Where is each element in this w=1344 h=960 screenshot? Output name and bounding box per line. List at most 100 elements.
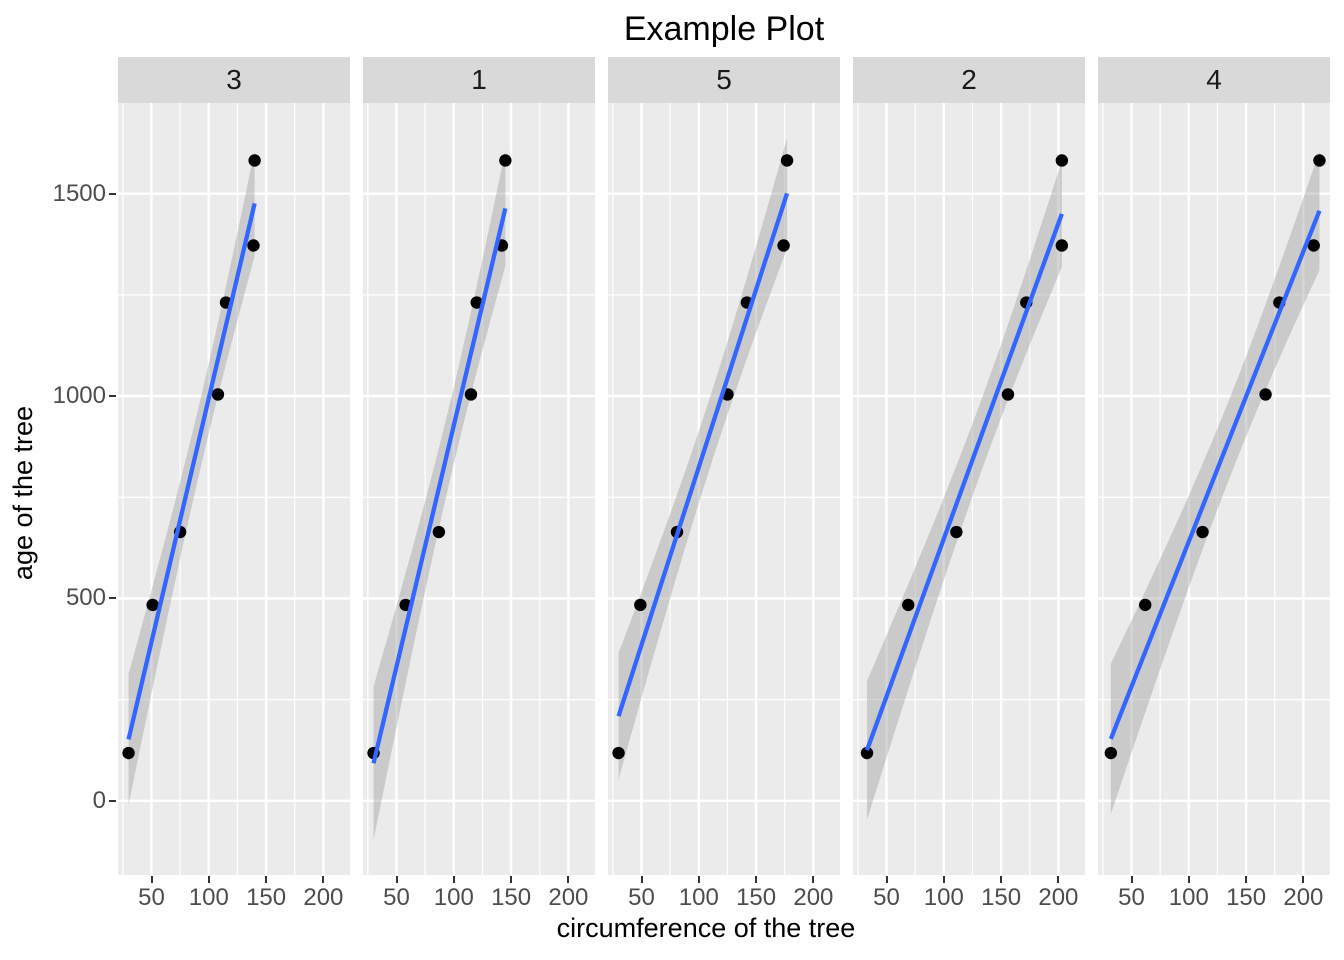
x-tick-label: 150 [736, 884, 777, 911]
data-point [1139, 598, 1152, 612]
facet-panel-5 [608, 103, 840, 875]
panel-background [1098, 103, 1330, 875]
x-axis-tick [812, 876, 815, 883]
x-axis-tick [1000, 876, 1003, 883]
data-point [464, 388, 478, 401]
x-tick-label: 200 [548, 884, 589, 911]
x-axis-tick [942, 876, 945, 883]
facet-panel-4 [1098, 103, 1330, 875]
data-point [634, 598, 647, 612]
data-point [902, 598, 915, 612]
data-point [499, 154, 512, 167]
data-point [1313, 154, 1326, 167]
x-axis-tick [640, 876, 643, 883]
data-point [612, 746, 625, 760]
x-tick-label: 150 [246, 884, 287, 911]
data-point [248, 154, 261, 167]
x-tick-label: 200 [793, 884, 834, 911]
x-tick-label: 200 [1283, 884, 1324, 911]
regression-line [616, 192, 790, 717]
y-tick-label: 0 [92, 786, 106, 814]
y-axis-title: age of the tree [8, 405, 38, 581]
data-point [1259, 388, 1272, 401]
panel-background [118, 103, 350, 875]
panel-background [363, 103, 595, 875]
x-tick-label: 100 [188, 884, 229, 911]
x-axis-tick [1187, 876, 1190, 883]
data-point [1001, 388, 1015, 401]
facet-panel-3 [118, 103, 350, 875]
x-axis-tick [697, 876, 700, 883]
x-axis-tick [1302, 876, 1305, 883]
confidence-ribbon [373, 150, 506, 840]
data-point [1055, 239, 1069, 252]
facet-strip-4: 4 [1098, 57, 1330, 103]
x-axis-tick [755, 876, 758, 883]
regression-line [126, 202, 257, 740]
facet-panel-2 [853, 103, 1085, 875]
panel-background [608, 103, 840, 875]
facet-strip-1: 1 [363, 57, 595, 103]
data-point [780, 154, 794, 167]
facet-strip-2: 2 [853, 57, 1085, 103]
data-point [1055, 154, 1069, 167]
y-axis-tick [109, 597, 116, 600]
x-tick-label: 200 [1038, 884, 1079, 911]
x-tick-label: 100 [923, 884, 964, 911]
x-axis-tick [1130, 876, 1133, 883]
regression-line [864, 213, 1064, 752]
facet-strip-5: 5 [608, 57, 840, 103]
data-point [122, 746, 135, 760]
x-axis-tick [510, 876, 513, 883]
y-tick-label: 1500 [52, 179, 106, 207]
regression-line [1108, 209, 1322, 740]
y-tick-label: 1000 [52, 382, 106, 409]
x-tick-label: 200 [303, 884, 344, 911]
facet-strip-3: 3 [118, 57, 350, 103]
x-tick-label: 100 [433, 884, 474, 911]
data-point [860, 746, 874, 760]
data-point [211, 388, 225, 401]
x-axis-tick [885, 876, 888, 883]
data-point [432, 525, 446, 539]
x-tick-label: 50 [628, 884, 655, 911]
x-tick-label: 150 [1226, 884, 1267, 911]
data-point [247, 239, 260, 252]
x-tick-label: 50 [873, 884, 900, 911]
data-point [146, 598, 159, 612]
x-axis-tick [265, 876, 268, 883]
y-axis-tick [109, 395, 116, 397]
x-axis-tick [567, 876, 570, 883]
data-point [1104, 746, 1118, 760]
data-point [950, 525, 963, 539]
y-axis-tick [109, 192, 116, 195]
x-tick-label: 150 [491, 884, 532, 911]
x-tick-label: 100 [678, 884, 719, 911]
x-tick-label: 100 [1168, 884, 1209, 911]
data-point [1196, 525, 1209, 539]
x-tick-label: 150 [981, 884, 1022, 911]
x-axis-tick [1057, 876, 1060, 883]
regression-line [371, 207, 508, 764]
x-tick-label: 50 [1118, 884, 1145, 911]
x-tick-label: 50 [138, 884, 165, 911]
panel-background [853, 103, 1085, 875]
confidence-ribbon [866, 160, 1062, 820]
facet-panel-1 [363, 103, 595, 875]
x-axis-tick [322, 876, 325, 883]
y-tick-label: 500 [65, 584, 106, 612]
data-point [777, 239, 790, 252]
x-axis-tick [452, 876, 455, 883]
x-axis-title: circumference of the tree [556, 913, 856, 943]
chart-title: Example Plot [623, 10, 825, 48]
x-tick-label: 50 [383, 884, 410, 911]
x-axis-tick [207, 876, 210, 883]
y-axis-tick [109, 799, 116, 802]
data-point [470, 296, 483, 309]
data-point [1307, 239, 1320, 252]
x-axis-tick [395, 876, 398, 883]
x-axis-tick [150, 876, 153, 883]
x-axis-tick [1245, 876, 1248, 883]
confidence-ribbon [1110, 151, 1320, 815]
